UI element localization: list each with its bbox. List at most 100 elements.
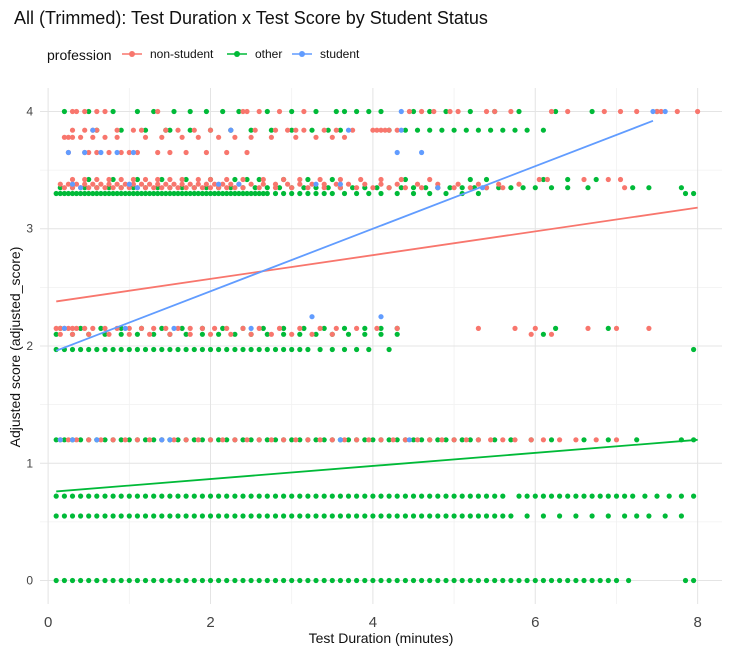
data-point xyxy=(98,325,104,331)
data-point xyxy=(297,577,303,584)
data-point xyxy=(553,108,559,115)
data-point xyxy=(53,577,59,584)
data-point xyxy=(406,437,412,443)
data-point xyxy=(151,493,157,499)
legend-item-non-student: non-student xyxy=(122,47,214,61)
data-point xyxy=(207,176,214,183)
data-point xyxy=(232,346,238,353)
data-point xyxy=(240,325,246,331)
data-point xyxy=(118,190,124,197)
data-point xyxy=(264,577,270,584)
data-point xyxy=(216,577,222,584)
data-point xyxy=(203,108,209,115)
data-point xyxy=(366,108,372,115)
data-point xyxy=(378,331,384,337)
data-point xyxy=(114,149,120,156)
data-point xyxy=(305,437,311,443)
data-point xyxy=(78,493,84,499)
data-point xyxy=(281,493,287,499)
data-point xyxy=(86,346,92,353)
data-point xyxy=(285,127,291,133)
data-point xyxy=(276,325,283,331)
data-point xyxy=(57,437,63,443)
data-point xyxy=(410,190,417,197)
data-point xyxy=(419,493,425,499)
data-point xyxy=(232,190,238,197)
data-point xyxy=(410,513,417,519)
legend-item-student: student xyxy=(292,47,360,61)
data-point xyxy=(126,190,132,197)
data-point xyxy=(475,513,481,519)
data-point xyxy=(475,127,481,133)
data-point xyxy=(309,127,315,133)
data-point xyxy=(394,181,400,187)
data-point xyxy=(155,176,161,183)
data-point xyxy=(240,577,246,584)
data-point xyxy=(159,513,165,519)
data-point xyxy=(175,493,181,499)
data-point xyxy=(240,346,246,353)
data-point xyxy=(394,190,400,197)
y-tick-label: 0 xyxy=(26,574,33,588)
x-tick-label: 4 xyxy=(369,614,377,631)
data-point xyxy=(134,108,140,115)
data-point xyxy=(337,127,343,133)
data-point xyxy=(350,185,356,191)
data-point xyxy=(467,185,473,191)
data-point xyxy=(548,493,555,499)
data-point xyxy=(443,108,449,115)
data-point xyxy=(662,513,668,519)
x-tick-label: 0 xyxy=(44,614,52,631)
data-point xyxy=(248,346,254,353)
x-tick-label: 6 xyxy=(531,614,539,631)
data-point xyxy=(220,325,226,331)
data-point xyxy=(321,325,327,331)
data-point xyxy=(402,127,408,133)
legend-key-dot xyxy=(299,51,305,57)
data-point xyxy=(427,437,433,443)
data-point xyxy=(297,437,303,443)
data-point xyxy=(65,325,71,331)
data-point xyxy=(305,493,311,499)
data-point xyxy=(126,325,132,331)
data-point xyxy=(142,493,149,499)
data-point xyxy=(378,127,384,133)
data-point xyxy=(73,325,80,331)
data-point xyxy=(126,181,132,187)
data-point xyxy=(248,437,254,443)
data-point xyxy=(73,437,80,443)
data-point xyxy=(540,493,547,499)
data-point xyxy=(232,134,238,140)
data-point xyxy=(122,190,128,197)
data-point xyxy=(354,513,360,519)
data-point xyxy=(447,108,453,115)
data-point xyxy=(183,185,189,191)
data-point xyxy=(82,108,88,115)
data-point xyxy=(642,493,648,499)
data-point xyxy=(228,127,234,133)
data-point xyxy=(467,437,473,443)
data-point xyxy=(281,513,287,519)
data-point xyxy=(272,437,279,443)
data-point xyxy=(410,108,417,115)
data-point xyxy=(86,493,92,499)
data-point xyxy=(248,493,254,499)
data-point xyxy=(134,437,140,443)
data-point xyxy=(130,127,136,133)
data-point xyxy=(212,181,218,187)
data-point xyxy=(354,493,360,499)
data-point xyxy=(224,513,230,519)
data-point xyxy=(488,127,494,133)
data-point xyxy=(69,190,76,197)
data-point xyxy=(240,185,246,191)
data-point xyxy=(65,134,71,140)
data-point xyxy=(305,577,311,584)
data-point xyxy=(207,185,214,191)
data-point xyxy=(175,190,181,197)
data-point xyxy=(53,493,59,499)
data-point xyxy=(374,325,380,331)
data-point xyxy=(329,513,335,519)
data-point xyxy=(390,437,396,443)
data-point xyxy=(167,185,173,191)
data-point xyxy=(281,437,287,443)
